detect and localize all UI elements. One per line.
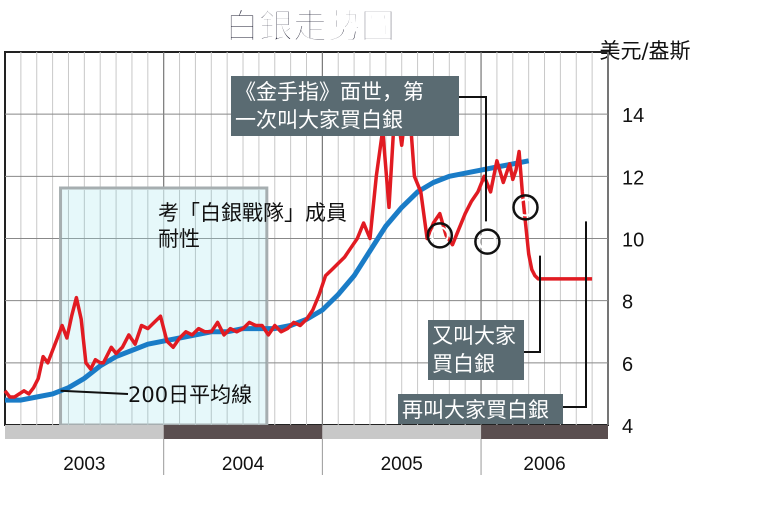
annotation-box bbox=[231, 76, 459, 136]
time-bar-segment bbox=[5, 425, 164, 439]
annotation-marker-outer bbox=[512, 194, 539, 221]
y-tick-label: 14 bbox=[622, 105, 644, 127]
year-label: 2004 bbox=[222, 454, 265, 475]
year-labels: 2003 2004 2005 2006 bbox=[63, 454, 565, 475]
moving-average-line bbox=[5, 158, 530, 403]
annotation-text: 買白銀 bbox=[432, 352, 495, 376]
annotation-marker-inner bbox=[516, 198, 535, 217]
time-bar-segment bbox=[163, 425, 323, 439]
time-axis-bar bbox=[5, 425, 608, 475]
annotation-marker-outer bbox=[426, 222, 454, 249]
time-bar-segment bbox=[322, 425, 482, 439]
annotation-connector bbox=[459, 96, 487, 222]
annotation-marker-inner bbox=[478, 232, 497, 251]
y-tick-label: 12 bbox=[622, 167, 644, 189]
year-label: 2006 bbox=[523, 454, 565, 475]
annotation-connector bbox=[524, 255, 541, 353]
shaded-region-label-line2: 耐性 bbox=[158, 227, 200, 251]
price-line bbox=[3, 87, 593, 399]
y-axis-unit-label: 美元/盎斯 bbox=[599, 39, 690, 63]
annotation-connector bbox=[563, 221, 587, 408]
ma-label-pointer bbox=[60, 389, 129, 395]
shaded-region-label: 考「白銀戰隊」成員 bbox=[158, 201, 347, 225]
annotation-marker-inner bbox=[430, 226, 449, 245]
y-tick-label: 6 bbox=[622, 354, 633, 376]
y-tick-label: 10 bbox=[622, 230, 644, 252]
annotation-text: 《金手指》面世，第 bbox=[235, 80, 424, 104]
annotation-text: 一次叫大家買白銀 bbox=[235, 108, 403, 132]
time-bar-segment bbox=[481, 425, 608, 439]
annotation-text: 再叫大家買白銀 bbox=[402, 398, 549, 422]
annotation-marker-outer bbox=[474, 228, 501, 255]
annotation-callout: 再叫大家買白銀 bbox=[398, 194, 587, 424]
y-tick-label: 8 bbox=[622, 292, 633, 314]
year-label: 2005 bbox=[381, 454, 423, 475]
year-label: 2003 bbox=[63, 454, 105, 475]
y-tick-label: 4 bbox=[622, 416, 633, 438]
annotation-text: 又叫大家 bbox=[432, 324, 516, 348]
chart-title: 白銀走勢圖 bbox=[225, 7, 395, 47]
y-tick-labels: 4 6 8 10 12 14 bbox=[622, 105, 644, 438]
annotation-box bbox=[398, 394, 563, 424]
annotation-box bbox=[428, 320, 524, 380]
ma-label: 200日平均線 bbox=[128, 383, 252, 407]
